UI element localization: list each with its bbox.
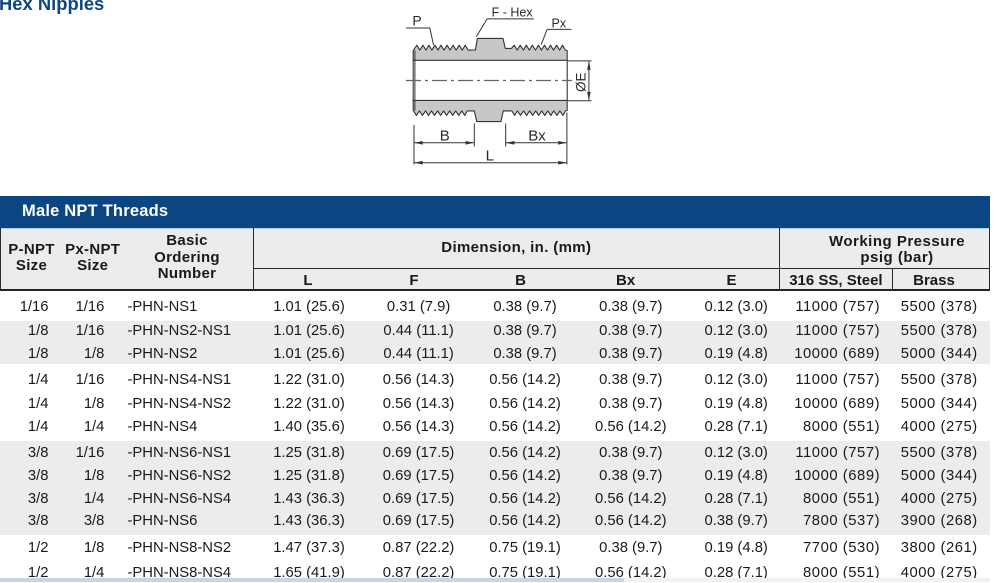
svg-text:Bx: Bx xyxy=(528,127,546,144)
svg-text:P: P xyxy=(412,13,421,29)
svg-text:Px: Px xyxy=(552,17,567,31)
svg-text:F - Hex: F - Hex xyxy=(492,6,534,20)
svg-text:L: L xyxy=(486,148,494,165)
svg-text:ØE: ØE xyxy=(573,72,588,92)
svg-text:B: B xyxy=(440,127,450,144)
